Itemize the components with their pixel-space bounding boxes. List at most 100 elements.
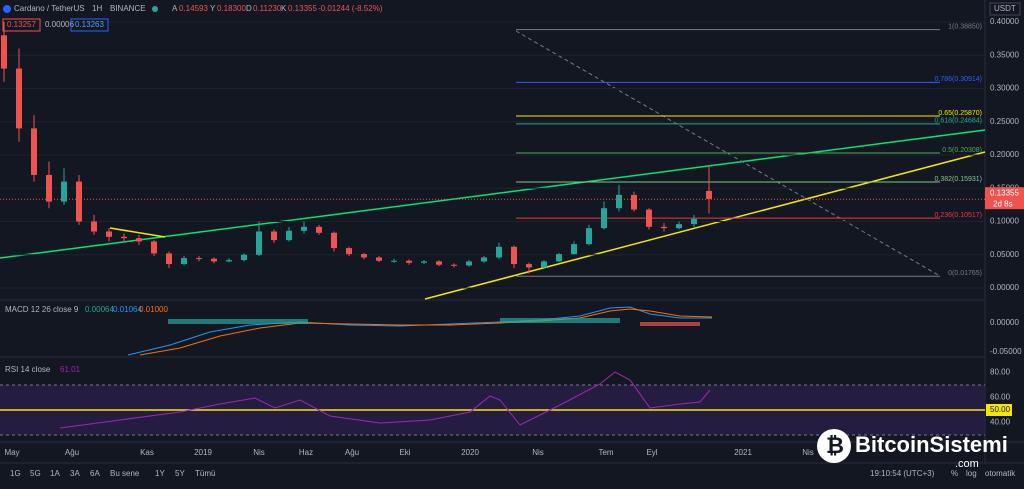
candle-body [631,194,637,210]
fib-label: 0.236(0.10517) [935,212,982,219]
candle-body [346,248,352,255]
last-price: 0.13355 [990,188,1019,197]
candle-body [436,261,442,265]
symbol-icon [3,5,11,13]
range-button[interactable]: 3A [70,469,80,478]
macd-tick-label: -0.05000 [990,347,1022,356]
candle-body [661,226,667,229]
candle-body [181,258,187,265]
time-label: 2020 [461,448,479,457]
domain: .com [955,458,979,470]
candle-body [526,264,532,268]
rsi-value: 61.01 [60,365,81,374]
rsi-mid-box [986,404,1012,416]
rsi-tick-label: 40.00 [990,418,1011,427]
close-label: K [281,4,287,13]
range-button[interactable]: 1G [10,469,21,478]
candle-body [496,246,502,258]
auto-toggle[interactable]: otomatik [985,469,1016,478]
range-button[interactable]: 6A [90,469,100,478]
candle-body [616,194,622,209]
time-label: Nis [532,448,544,457]
low: 0.11230 [253,4,282,13]
signal-line [139,308,713,356]
trend-line [424,151,986,300]
candle-body [601,208,607,229]
rsi-line [59,371,711,429]
candle-body [76,181,82,222]
range-button[interactable]: Bu sene [110,469,140,478]
candle-body [511,246,517,265]
time-label: Ağu [65,448,79,457]
price-tick-label: 0.40000 [990,17,1019,26]
candle-body [556,254,562,262]
time-label: 2021 [734,448,752,457]
fib-label: 1(0.38850) [948,23,982,30]
time-label: Eki [399,448,410,457]
candle-body [136,238,142,242]
open-label: A [172,4,178,13]
candle-body [1,35,7,69]
candle-body [166,253,172,265]
logo-glyph: ₿ [826,433,844,458]
candle-body [376,257,382,261]
bid: 0.13257 [7,20,36,29]
time-label: 2019 [194,448,212,457]
candle-body [391,260,397,262]
fib-label: 0.65(0.25870) [938,110,982,117]
range-button[interactable]: 5Y [175,469,185,478]
price-tick-label: 0.00000 [990,283,1019,292]
range-button[interactable]: 1Y [155,469,165,478]
time-label: Kas [140,448,154,457]
candle-body [316,226,322,233]
candle-body [646,209,652,227]
price-tick-label: 0.20000 [990,150,1019,159]
time-label: May [4,448,19,457]
interval: 1H [92,4,102,13]
brand: BitcoinSistemi [855,432,1008,457]
macd-histogram [640,322,700,326]
range-button[interactable]: Tümü [195,469,215,478]
time-label: Nis [253,448,265,457]
candle-body [301,226,307,231]
open: 0.14593 [179,4,208,13]
last-price-box [985,187,1024,210]
candle-body [586,228,592,245]
price-tick-label: 0.35000 [990,50,1019,59]
trend-line [109,227,166,238]
macd-hist-value: 0.00064 [85,305,114,314]
ask-box[interactable] [70,18,109,32]
price-tick-label: 0.25000 [990,117,1019,126]
high-label: Y [210,4,216,13]
candle-body [271,231,277,241]
ask: 0.13263 [75,20,104,29]
time-label: Eyl [646,448,657,457]
bid-box[interactable] [2,18,41,32]
macd-tick-label: 0.00000 [990,318,1019,327]
candle-body [46,174,52,202]
candle-body [361,254,367,258]
candle-body [691,218,697,225]
time-label: Tem [598,448,613,457]
price-tick-label: 0.10000 [990,217,1019,226]
fib-label: 0.382(0.15931) [935,176,982,183]
candle-body [91,221,97,232]
candle-body [466,261,472,266]
rsi-tick-label: 80.00 [990,368,1011,377]
candle-body [541,261,547,268]
currency-box[interactable] [989,2,1021,16]
range-button[interactable]: 5G [30,469,41,478]
log-toggle[interactable]: log [966,469,977,478]
currency: USDT [994,4,1016,13]
candle-body [31,128,37,175]
candle-body [571,244,577,255]
time-label: Ağu [345,448,359,457]
percent-toggle[interactable]: % [951,469,958,478]
candle-body [16,68,22,129]
candle-body [706,190,712,199]
exchange: BINANCE [110,4,146,13]
range-button[interactable]: 1A [50,469,60,478]
